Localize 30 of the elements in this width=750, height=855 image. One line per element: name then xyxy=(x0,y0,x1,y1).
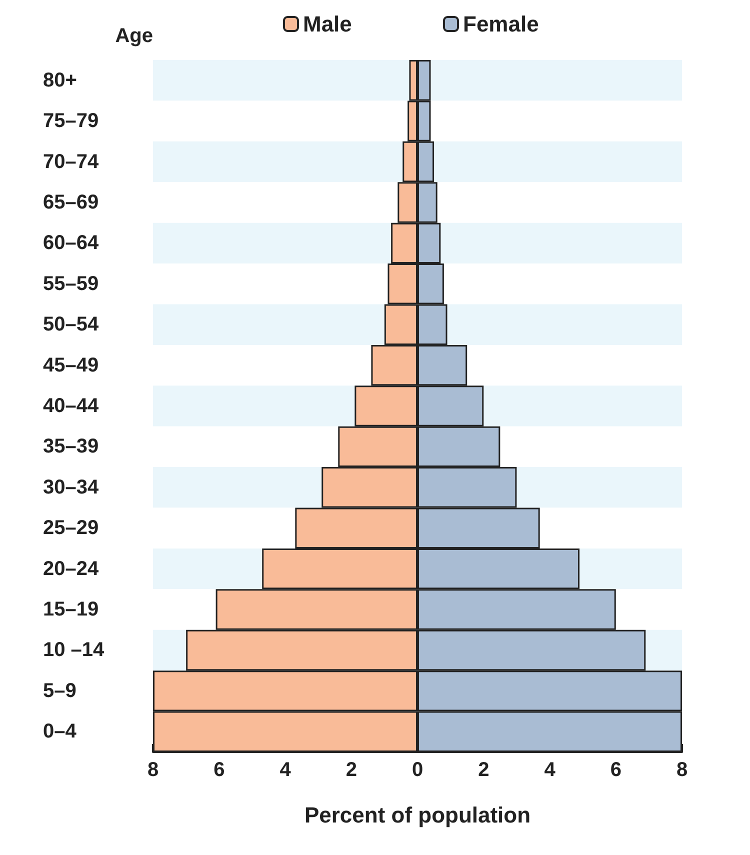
x-tick-label: 2 xyxy=(478,759,490,781)
y-axis-title: Age xyxy=(115,25,153,47)
y-tick-label: 55–59 xyxy=(43,272,99,295)
x-tick-label: 8 xyxy=(676,759,688,781)
y-tick-label: 25–29 xyxy=(43,517,99,540)
legend-label: Female xyxy=(463,12,539,36)
y-tick-label: 50–54 xyxy=(43,314,100,336)
x-tick-label: 0 xyxy=(412,759,424,781)
y-tick-label: 45–49 xyxy=(43,354,99,376)
x-tick-label: 6 xyxy=(610,759,622,781)
x-tick-label: 6 xyxy=(214,759,225,781)
y-tick-label: 5–9 xyxy=(43,680,76,702)
y-tick-label: 20–24 xyxy=(43,558,100,580)
x-tick-label: 4 xyxy=(280,759,292,781)
x-tick-label: 4 xyxy=(544,759,556,781)
y-tick-label: 40–44 xyxy=(43,395,100,417)
y-tick-label: 0–4 xyxy=(43,720,78,743)
legend-label: Male xyxy=(303,12,352,36)
y-tick-label: 60–64 xyxy=(43,232,100,254)
y-tick-label: 80+ xyxy=(43,69,77,92)
y-tick-label: 10 –14 xyxy=(43,639,106,662)
y-tick-label: 65–69 xyxy=(43,191,99,214)
y-tick-label: 70–74 xyxy=(43,150,100,173)
x-tick-label: 2 xyxy=(346,759,357,781)
x-axis-title: Percent of population xyxy=(304,802,531,828)
y-tick-label: 15–19 xyxy=(43,598,99,621)
x-tick-label: 8 xyxy=(147,759,159,781)
y-tick-label: 75–79 xyxy=(43,110,99,132)
y-tick-label: 30–34 xyxy=(43,476,100,498)
y-tick-label: 35–39 xyxy=(43,436,99,458)
